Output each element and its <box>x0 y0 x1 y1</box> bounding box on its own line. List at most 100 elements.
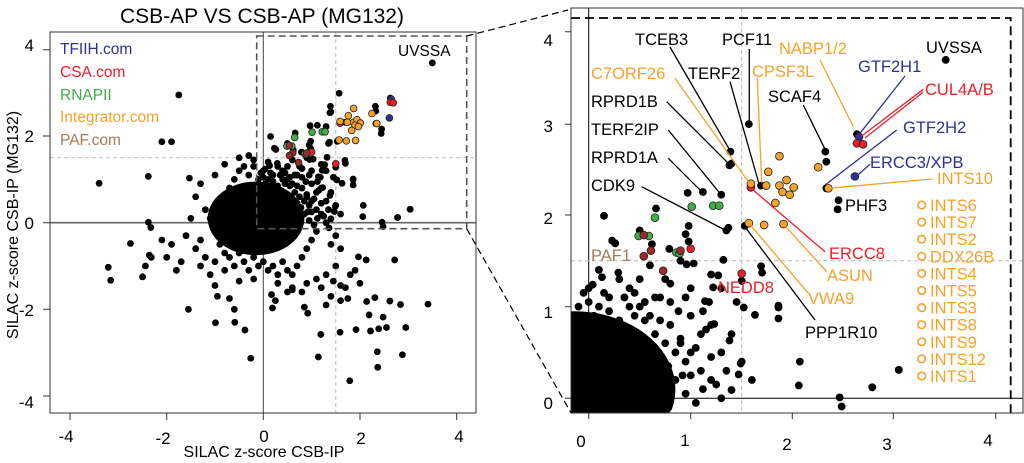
legend-item-tfiih: TFIIH.com <box>60 41 132 58</box>
data-point <box>308 236 315 244</box>
data-point <box>211 171 219 179</box>
data-point <box>293 199 301 207</box>
data-point <box>206 271 214 279</box>
data-point <box>774 301 783 310</box>
data-point <box>676 334 685 343</box>
data-point <box>317 331 325 338</box>
leader-ercc3 <box>855 163 871 178</box>
data-point <box>605 307 613 316</box>
data-point <box>279 176 287 183</box>
integrator-list-item: INTS12 <box>930 351 986 369</box>
data-point-csa-com <box>737 269 746 278</box>
data-point <box>666 279 675 288</box>
leader-cpsf3l <box>756 78 763 183</box>
label-cdk9: CDK9 <box>591 177 635 195</box>
data-point <box>327 215 335 223</box>
data-point <box>211 282 219 289</box>
label-rprd1a: RPRD1A <box>591 149 658 167</box>
data-point <box>795 357 804 366</box>
data-point <box>264 266 272 274</box>
data-point <box>332 232 340 240</box>
data-point <box>274 163 282 170</box>
data-point <box>717 284 726 293</box>
leader-gtf2h2 <box>824 129 898 186</box>
y-tick-label: 0 <box>544 394 553 413</box>
data-point <box>584 284 593 293</box>
data-point <box>394 214 401 221</box>
integrator-list-item: INTS4 <box>930 265 977 283</box>
data-point <box>305 171 313 179</box>
data-point-integrator-com <box>335 136 343 144</box>
data-point-paf-com <box>639 251 649 261</box>
data-point <box>630 311 639 320</box>
y-tick-label: 3 <box>544 117 553 136</box>
data-point <box>313 121 321 129</box>
data-point <box>310 195 318 203</box>
label-gtf2h1: GTF2H1 <box>858 58 921 76</box>
data-point <box>656 316 664 325</box>
data-point <box>293 262 301 270</box>
data-point <box>707 321 715 329</box>
data-point <box>325 224 333 232</box>
data-point-csa-com <box>389 98 398 107</box>
data-point <box>402 324 410 331</box>
data-point <box>192 245 200 253</box>
data-point <box>95 179 103 187</box>
data-point <box>303 245 311 253</box>
data-point <box>260 186 268 194</box>
label-ercc8: ERCC8 <box>829 245 885 263</box>
label-ints10: INTS10 <box>937 170 993 188</box>
data-point <box>226 295 233 302</box>
data-point <box>625 284 634 293</box>
data-point <box>344 295 352 302</box>
data-point <box>288 284 296 292</box>
data-point <box>147 224 155 231</box>
data-point <box>313 214 321 222</box>
data-point <box>717 348 726 357</box>
data-point <box>320 212 328 220</box>
data-point <box>168 240 175 248</box>
label-gtf2h2: GTF2H2 <box>903 119 966 137</box>
data-point <box>185 305 192 313</box>
data-point <box>614 268 623 277</box>
dense-point-cloud <box>571 311 676 413</box>
data-point <box>175 91 183 99</box>
data-point-integrator-com <box>344 111 353 120</box>
data-point <box>697 330 705 339</box>
label-c7orf26: C7ORF26 <box>591 65 665 83</box>
annotations: TCEB3 PCF11 NABP1/2 UVSSA C7ORF26 TERF2 … <box>591 31 994 342</box>
label-paf1: PAF1 <box>591 247 631 265</box>
data-point-integrator-com <box>785 190 794 200</box>
data-point <box>250 156 258 164</box>
data-point-integrator-com <box>343 118 352 127</box>
data-point-paf-com <box>639 230 649 240</box>
data-point <box>144 172 152 180</box>
data-point <box>250 253 258 261</box>
data-point-integrator-com <box>813 162 823 172</box>
label-ercc3-xpb: ERCC3/XPB <box>870 154 964 172</box>
right-y-axis: 4 3 2 1 0 <box>544 31 571 413</box>
leader-terf2ip <box>667 129 722 195</box>
data-point <box>211 227 219 235</box>
data-point <box>611 239 620 248</box>
data-point <box>291 171 299 179</box>
data-point <box>221 197 229 205</box>
data-point <box>197 180 204 188</box>
data-point <box>197 236 204 244</box>
data-point <box>304 208 312 216</box>
data-point <box>284 288 291 296</box>
data-point <box>737 277 746 285</box>
label-asun: ASUN <box>827 267 873 285</box>
data-point <box>216 240 224 248</box>
data-point <box>341 156 349 164</box>
data-point <box>214 292 221 300</box>
data-point <box>163 253 171 261</box>
data-point <box>362 256 370 264</box>
data-point <box>269 178 277 185</box>
integrator-marker-icon <box>917 354 927 364</box>
data-point <box>684 222 693 230</box>
integrator-list-item: INTS8 <box>930 317 977 335</box>
integrator-marker-icon <box>917 303 927 313</box>
data-point <box>648 240 656 249</box>
integrator-list-item: INTS7 <box>930 214 977 232</box>
